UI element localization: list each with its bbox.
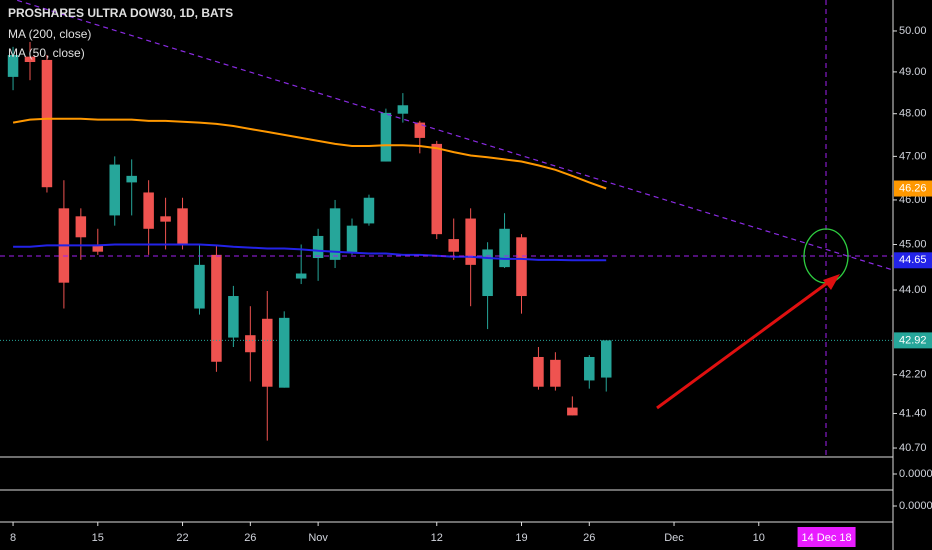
candle-body <box>41 59 53 188</box>
candle-body <box>567 407 578 416</box>
x-tick-label: Dec <box>664 532 684 544</box>
candle-body <box>600 340 612 378</box>
candle-body <box>7 55 19 77</box>
trendline <box>14 0 894 271</box>
candle-body <box>533 356 544 387</box>
candle-body <box>397 105 409 114</box>
ma-line <box>12 117 607 190</box>
candle-body <box>499 228 510 268</box>
crosshair-date-box <box>797 527 856 547</box>
candle-body <box>312 235 324 259</box>
y-tick-label: 45.00 <box>899 238 927 250</box>
candle-body <box>92 244 104 252</box>
y-tick-label: 50.00 <box>899 25 927 37</box>
x-tick-label: 10 <box>753 532 765 544</box>
y-tick-label: 48.00 <box>899 108 927 120</box>
ma-line <box>13 243 607 262</box>
legend-entry: MA (200, close) <box>8 27 91 41</box>
x-tick-label: 22 <box>176 532 188 544</box>
price-tag-label: 42.92 <box>899 334 927 346</box>
y-tick-label: 44.00 <box>899 284 927 296</box>
arrow-shaft <box>656 279 831 410</box>
candle-body <box>24 56 36 63</box>
candle-body <box>329 208 341 260</box>
candle-body <box>380 112 392 162</box>
chart-title: PROSHARES ULTRA DOW30, 1D, BATS <box>8 6 233 20</box>
y-tick-label: 41.40 <box>899 407 927 419</box>
x-tick-label: 19 <box>515 532 527 544</box>
candle-body <box>414 122 426 138</box>
candle-body <box>482 249 493 297</box>
candle-body <box>262 318 273 387</box>
crosshair-date-label: 14 Dec 18 <box>801 532 851 544</box>
x-tick-label: 12 <box>431 532 443 544</box>
candle-body <box>126 175 137 183</box>
candle-body <box>177 208 188 245</box>
candle-body <box>295 273 307 279</box>
y-tick-label: 49.00 <box>899 66 927 78</box>
candle-body <box>143 192 154 229</box>
candle-body <box>75 216 87 238</box>
y-tick-label: 0.0000 <box>899 468 932 480</box>
price-tag-label: 44.65 <box>899 254 927 266</box>
candle-body <box>465 218 476 265</box>
price-tag <box>894 332 932 349</box>
candle-body <box>346 225 358 253</box>
candle-body <box>584 356 595 381</box>
candle-body <box>194 264 205 309</box>
price-tag <box>894 180 932 197</box>
y-tick-label: 0.0000 <box>899 500 932 512</box>
candle-body <box>431 143 443 235</box>
y-tick-label: 40.70 <box>899 442 927 454</box>
candle-body <box>211 254 222 362</box>
candle-body <box>363 197 375 224</box>
x-tick-label: 26 <box>244 532 256 544</box>
x-tick-label: 8 <box>10 532 16 544</box>
candle-body <box>550 359 561 387</box>
candle-body <box>160 216 171 222</box>
plot <box>0 41 893 441</box>
y-tick-label: 47.00 <box>899 150 927 162</box>
x-tick-label: Nov <box>308 532 328 544</box>
candle-body <box>448 239 459 252</box>
y-tick-label: 42.20 <box>899 369 927 381</box>
candle-body <box>228 296 239 338</box>
x-tick-label: 15 <box>92 532 104 544</box>
arrow-head <box>823 274 840 290</box>
price-tag <box>894 252 932 269</box>
candle-body <box>109 164 120 216</box>
y-tick-label: 46.00 <box>899 194 927 206</box>
x-tick-label: 26 <box>583 532 595 544</box>
candle-body <box>245 335 256 353</box>
candle-body <box>516 237 527 297</box>
legend-entry: MA (50, close) <box>8 46 85 60</box>
candle-body <box>278 317 290 388</box>
price-tag-label: 46.26 <box>899 182 927 194</box>
